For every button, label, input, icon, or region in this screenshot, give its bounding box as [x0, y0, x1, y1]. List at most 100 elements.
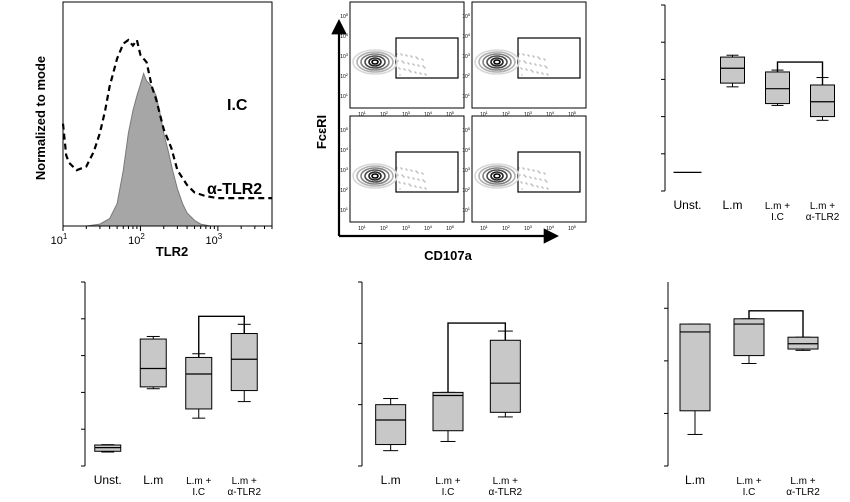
flow-event-dot	[532, 71, 534, 73]
histogram-xlabel: TLR2	[156, 244, 189, 259]
flow-contour	[371, 59, 379, 65]
flow-event-dot	[536, 185, 538, 187]
flow-ytick-label: 101	[340, 92, 349, 100]
flow-event-dot	[418, 65, 420, 67]
flow-event-dot	[404, 183, 406, 185]
flow-contour	[364, 169, 386, 183]
flow-ytick-label: 105	[462, 126, 471, 134]
flow-event-dot	[406, 169, 408, 171]
flow-event-dot	[524, 175, 526, 177]
flow-event-dot	[405, 54, 407, 56]
flow-event-dot	[407, 176, 409, 178]
flow-event-dot	[540, 65, 542, 67]
legend-label-atlr2: α-TLR2	[207, 181, 262, 198]
flow-event-dot	[521, 182, 523, 184]
flow-event-dot	[535, 64, 537, 66]
flow-event-dot	[415, 186, 417, 188]
category-label: L.m	[722, 198, 742, 212]
histogram-xtick-label: 103	[206, 232, 223, 247]
category-label: L.m	[685, 473, 705, 487]
flow-ytick-label: 101	[340, 206, 349, 214]
flow-event-dot	[545, 66, 547, 68]
flow-xtick-label: 105	[568, 110, 577, 118]
flow-ytick-label: 102	[340, 186, 349, 194]
flow-event-dot	[542, 187, 544, 189]
flow-contour	[490, 57, 504, 67]
flow-xtick-label: 103	[524, 224, 533, 232]
flow-xtick-label: 101	[358, 110, 367, 118]
flow-event-dot	[523, 174, 525, 176]
flow-event-dot	[425, 188, 427, 190]
flow-event-dot	[416, 57, 418, 59]
box	[733, 318, 765, 357]
flow-contour	[368, 171, 382, 181]
flow-ytick-label: 103	[340, 166, 349, 174]
flow-contour	[371, 173, 379, 179]
flow-event-dot	[419, 72, 421, 74]
category-label: L.m + I.C	[736, 476, 761, 498]
svg-text:FcεRI: FcεRI	[314, 115, 329, 149]
flow-xtick-label: 105	[568, 224, 577, 232]
flow-contour	[474, 49, 520, 75]
flow-xtick-label: 102	[502, 224, 511, 232]
box	[489, 339, 521, 413]
flow-event-dot	[399, 68, 401, 70]
flow-event-dot	[540, 179, 542, 181]
flow-event-dot	[530, 63, 532, 65]
flow-event-dot	[403, 68, 405, 70]
flow-event-dot	[424, 67, 426, 69]
flow-event-dot	[541, 72, 543, 74]
flow-event-dot	[412, 177, 414, 179]
category-label: L.m + I.C	[765, 201, 790, 223]
box	[139, 338, 167, 388]
flow-event-dot	[401, 168, 403, 170]
flow-xtick-label: 102	[502, 110, 511, 118]
flow-event-dot	[520, 67, 522, 69]
flow-event-dot	[415, 170, 417, 172]
flow-event-dot	[539, 64, 541, 66]
flow-event-dot	[537, 170, 539, 172]
flow-event-dot	[410, 169, 412, 171]
ns-bracket	[198, 315, 245, 358]
flow-event-dot	[424, 187, 426, 189]
flow-event-dot	[400, 53, 402, 55]
flow-event-dot	[412, 63, 414, 65]
legend-label-ic: I.C	[227, 97, 248, 114]
flow-event-dot	[422, 179, 424, 181]
flow-event-dot	[403, 62, 405, 64]
box	[230, 333, 258, 392]
flow-event-dot	[421, 172, 423, 174]
flow-event-dot	[533, 56, 535, 58]
ns-bracket	[447, 322, 507, 393]
flow-event-dot	[528, 169, 530, 171]
category-label: L.m + I.C	[186, 476, 211, 498]
box	[787, 336, 819, 350]
flow-event-dot	[522, 167, 524, 169]
flow-event-dot	[415, 56, 417, 58]
box	[432, 391, 464, 432]
flow-event-dot	[530, 183, 532, 185]
flow-event-dot	[401, 54, 403, 56]
flow-xtick-label: 105	[446, 224, 455, 232]
flow-event-dot	[546, 73, 548, 75]
flow-event-dot	[518, 167, 520, 169]
flow-xtick-label: 104	[424, 110, 433, 118]
flow-ytick-label: 103	[340, 52, 349, 60]
histogram-frame	[62, 1, 273, 227]
flow-event-dot	[409, 70, 411, 72]
flow-event-dot	[527, 168, 529, 170]
flow-event-dot	[400, 167, 402, 169]
flow-ytick-label: 105	[462, 12, 471, 20]
flow-event-dot	[408, 69, 410, 71]
category-label: L.m	[381, 473, 401, 487]
flow-event-dot	[417, 58, 419, 60]
flow-contour	[352, 163, 398, 189]
flow-event-dot	[525, 182, 527, 184]
flow-event-dot	[544, 173, 546, 175]
flow-event-dot	[420, 187, 422, 189]
flow-event-dot	[532, 185, 534, 187]
flow-event-dot	[534, 63, 536, 65]
flow-contour	[478, 165, 516, 187]
flow-event-dot	[526, 183, 528, 185]
flow-event-dot	[398, 181, 400, 183]
